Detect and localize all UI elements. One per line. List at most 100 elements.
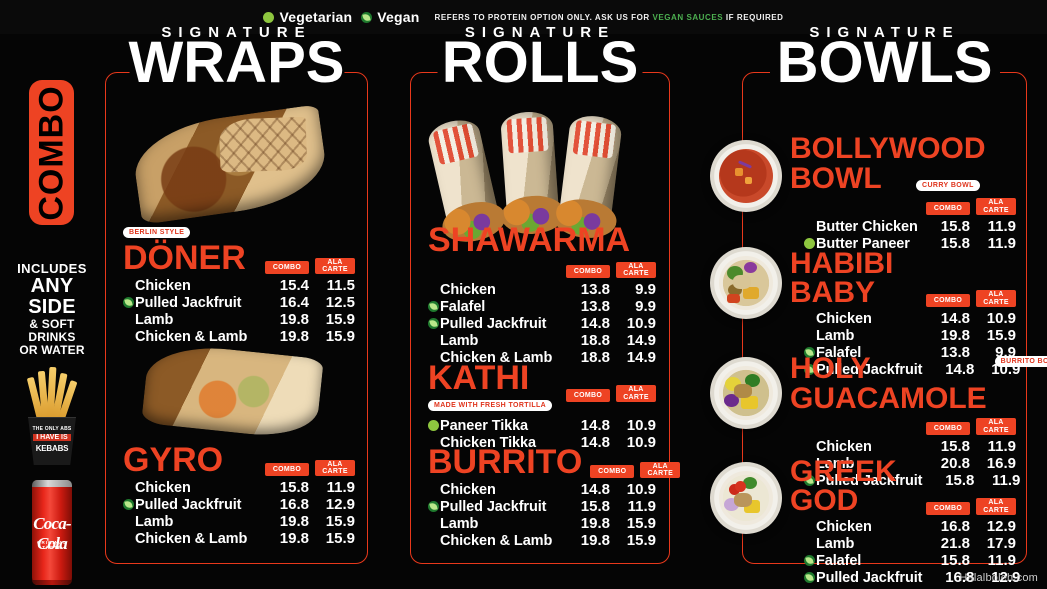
row-diet-mark: [428, 318, 440, 330]
row-label: Paneer Tikka: [440, 417, 529, 434]
table-row: Chicken 15.8 11.9: [804, 438, 1016, 455]
table-row: Pulled Jackfruit 16.8 12.9: [804, 569, 1020, 586]
vegan-icon: [804, 475, 815, 486]
vegetarian-icon: [804, 238, 815, 249]
vegan-icon: [804, 364, 815, 375]
price-header-ala-carte: ALA CARTE: [976, 498, 1016, 515]
table-row: Chicken 14.8 10.9: [804, 310, 1016, 327]
menu-item-shawarma: SHAWARMA COMBO ALA CARTE Chicken 13.8 9.9 F…: [428, 221, 656, 366]
section-rolls: SIGNATURE ROLLS SHAWARMA COMBO ALA CARTE …: [410, 24, 681, 564]
doner-title: DÖNER: [123, 239, 246, 277]
row-price-ala: 11.9: [987, 235, 1016, 252]
table-row: Chicken 14.8 10.9: [428, 481, 656, 498]
combo-includes-line2: ANY: [30, 274, 74, 297]
menu-item-bollywood-bowl: BOLLYWOOD BOWL CURRY BOWL COMBO ALA CARTE…: [790, 134, 1016, 252]
row-price-ala: 17.9: [986, 535, 1016, 552]
row-label: Pulled Jackfruit: [816, 569, 923, 586]
menu-item-burrito: BURRITO COMBO ALA CARTE Chicken 14.8 10.9 P…: [428, 445, 681, 549]
bollywood-bowl-photo: [710, 140, 782, 212]
table-row: Lamb 18.8 14.9: [428, 332, 656, 349]
row-price-combo: 15.8: [940, 552, 970, 569]
row-label: Lamb: [816, 455, 855, 472]
habibi-rows: Chicken 14.8 10.9 Lamb 19.8 15.9 Falafel 13.8…: [790, 310, 1020, 378]
kathi-price-headers: COMBO ALA CARTE: [558, 382, 656, 402]
price-header-combo: COMBO: [265, 261, 309, 275]
row-price-combo: 15.8: [940, 235, 970, 252]
soda-can-image: Coca-Cola ORIGINAL TASTE: [32, 480, 72, 585]
combo-includes-line1: INCLUDES: [17, 261, 87, 276]
row-price-combo: 19.8: [279, 311, 309, 329]
combo-sidebar: COMBO INCLUDES ANY SIDE & SOFT DRINKS OR…: [0, 40, 104, 589]
row-label: Pulled Jackfruit: [816, 361, 923, 378]
table-row: Chicken & Lamb 18.8 14.9: [428, 349, 656, 366]
price-header-ala-carte: ALA CARTE: [315, 459, 355, 477]
shawarma-title: SHAWARMA: [428, 221, 631, 259]
legend-note-highlight: VEGAN SAUCES: [652, 12, 724, 22]
gyro-price-headers: COMBO ALA CARTE: [257, 456, 355, 477]
price-header-combo: COMBO: [926, 294, 970, 307]
legend-note-pre: REFERS TO PROTEIN OPTION ONLY. ASK US FO…: [434, 12, 653, 22]
row-price-combo: 14.8: [580, 315, 610, 333]
legend-vegetarian-label: Vegetarian: [279, 9, 353, 25]
table-row: Lamb 20.8 16.9: [804, 455, 1016, 472]
greek-god-rows: Chicken 16.8 12.9 Lamb 21.8 17.9 Falafel 15.8…: [790, 518, 1020, 586]
kathi-title: KATHI: [428, 359, 530, 397]
row-price-combo: 14.8: [580, 481, 610, 499]
price-header-combo: COMBO: [590, 465, 635, 479]
row-price-ala: 12.5: [325, 294, 355, 312]
row-price-ala: 15.9: [325, 530, 355, 548]
row-label: Chicken: [440, 481, 496, 498]
habibi-baby-title: HABIBI BABY: [790, 247, 894, 309]
table-row: Chicken Tikka 14.8 10.9: [428, 434, 656, 451]
row-price-ala: 11.9: [987, 552, 1016, 569]
vegan-icon: [428, 301, 439, 313]
menu-item-holy-guacamole: HOLY GUACAMOLE BURRITO BOWL COMBO ALACAR…: [790, 352, 1047, 489]
row-diet-mark: [804, 364, 816, 375]
menu-item-greek-god: GREEK GOD COMBO ALA CARTE Chicken 16.8 12.9…: [790, 457, 1020, 587]
row-diet-mark: [428, 501, 440, 513]
row-price-combo: 14.8: [580, 434, 610, 452]
row-label: Chicken & Lamb: [440, 349, 553, 366]
row-label: Chicken & Lamb: [135, 328, 248, 345]
row-price-combo: 19.8: [279, 513, 309, 531]
section-wraps-title: WRAPS: [128, 30, 345, 95]
vegan-icon: [123, 499, 134, 511]
row-label: Chicken: [135, 479, 191, 496]
row-label: Pulled Jackfruit: [135, 294, 242, 311]
row-price-ala: 12.9: [325, 496, 355, 514]
legend-bar: Vegetarian Vegan REFERS TO PROTEIN OPTIO…: [0, 0, 1047, 34]
table-row: Pulled Jackfruit 16.4 12.5: [123, 294, 355, 311]
holy-guacamole-photo: [710, 357, 782, 429]
section-wraps-frame-gap: [129, 63, 344, 81]
bollywood-price-headers: COMBO ALA CARTE: [790, 195, 1016, 215]
row-price-ala: 9.9: [635, 281, 656, 299]
price-header-combo: COMBO: [926, 502, 970, 515]
row-price-combo: 14.8: [945, 361, 975, 378]
row-label: Chicken & Lamb: [440, 532, 553, 549]
row-price-ala: 12.9: [986, 518, 1016, 535]
price-header-combo: COMBO: [926, 422, 970, 435]
row-diet-mark: [804, 475, 816, 486]
row-price-ala: 10.9: [626, 481, 656, 499]
bollywood-rows: Butter Chicken 15.8 11.9 Butter Paneer 15.8…: [790, 218, 1016, 252]
row-price-combo: 19.8: [580, 515, 610, 533]
combo-includes-text: INCLUDES ANY SIDE & SOFT DRINKS OR WATER: [0, 262, 104, 356]
row-price-combo: 18.8: [580, 349, 610, 367]
section-wraps-kicker: SIGNATURE: [161, 24, 312, 41]
price-header-combo: COMBO: [265, 463, 309, 477]
row-price-ala: 12.9: [991, 569, 1021, 586]
price-header-ala-carte: ALA CARTE: [616, 261, 656, 279]
vegan-icon: [804, 347, 815, 358]
fries-text-line2: I HAVE IS: [33, 434, 71, 441]
fries-box: THE ONLY ABS I HAVE IS KEBABS: [28, 417, 76, 465]
row-price-ala: 10.9: [986, 310, 1016, 327]
holy-guacamole-title: HOLY GUACAMOLE: [790, 352, 987, 415]
row-label: Chicken: [816, 518, 872, 535]
row-diet-mark: [123, 297, 135, 309]
vegan-icon: [123, 297, 134, 309]
row-diet-mark: [428, 301, 440, 313]
row-price-combo: 15.8: [279, 479, 309, 497]
row-price-combo: 19.8: [279, 328, 309, 346]
kathi-badge: MADE WITH FRESH TORTILLA: [428, 399, 553, 411]
gyro-rows: Chicken 15.8 11.9 Pulled Jackfruit 16.8 12.9…: [123, 479, 355, 547]
